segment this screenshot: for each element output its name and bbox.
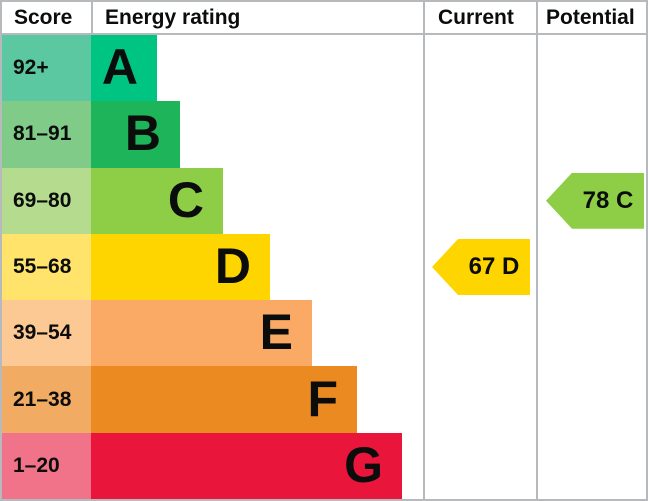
band-bar: E (91, 300, 312, 367)
band-row-a: 92+ A (2, 35, 646, 102)
current-rating-label: 67 D (468, 253, 520, 280)
potential-column-divider (536, 2, 538, 499)
band-score-range: 92+ (2, 35, 91, 102)
band-letter: E (259, 304, 293, 361)
band-row-g: 1–20 G (2, 432, 646, 499)
current-rating-arrow: 67 D (432, 239, 530, 295)
band-letter: A (101, 39, 138, 96)
band-score-range: 21–38 (2, 366, 91, 433)
band-score-range: 69–80 (2, 167, 91, 234)
band-score-range: 55–68 (2, 233, 91, 301)
band-score-range: 81–91 (2, 101, 91, 168)
potential-column-header: Potential (546, 5, 635, 29)
band-row-f: 21–38 F (2, 366, 646, 433)
band-letter: F (307, 370, 338, 427)
band-bar: F (91, 366, 357, 433)
band-score-range: 1–20 (2, 432, 91, 499)
band-row-e: 39–54 E (2, 300, 646, 367)
score-column-header: Score (2, 2, 93, 33)
band-row-c: 69–80 C (2, 167, 646, 234)
band-bar: B (91, 101, 180, 168)
chart-header: Score Energy rating Current Potential (2, 2, 646, 35)
band-row-d: 55–68 D (2, 233, 646, 301)
band-row-b: 81–91 B (2, 101, 646, 168)
band-letter: D (214, 237, 251, 294)
band-bar: A (91, 35, 157, 102)
band-bar: C (91, 167, 223, 234)
band-letter: C (167, 171, 204, 228)
energy-rating-column-header: Energy rating (105, 5, 241, 29)
potential-rating-label: 78 C (582, 186, 634, 214)
current-column-divider (423, 2, 425, 499)
band-bar: G (91, 432, 402, 499)
band-letter: G (344, 436, 383, 493)
band-score-range: 39–54 (2, 300, 91, 367)
band-letter: B (124, 105, 161, 162)
current-column-header: Current (438, 5, 514, 29)
band-bar: D (91, 233, 270, 301)
